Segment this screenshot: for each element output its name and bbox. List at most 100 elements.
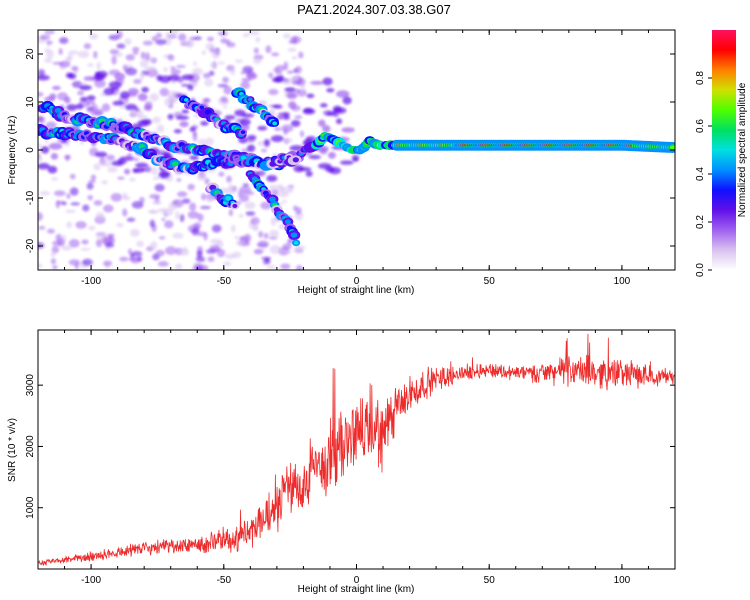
- spectrogram-cell: [137, 93, 148, 101]
- spectrogram-cell: [179, 213, 185, 223]
- spectrogram-cell: [260, 148, 267, 153]
- spectrogram-cell: [126, 217, 136, 222]
- spectrogram-cell: [202, 264, 209, 270]
- snr-x-tick-label: 50: [484, 575, 496, 586]
- spectrogram-cell: [38, 212, 43, 221]
- spectrogram-cell: [270, 135, 284, 143]
- spectrogram-cell: [117, 176, 125, 180]
- spectrogram-cell: [70, 202, 81, 206]
- spectrogram-cell: [232, 251, 242, 259]
- spectrogram-cell: [196, 173, 208, 181]
- spectrogram-cell: [131, 251, 143, 257]
- spectrogram-cell: [308, 154, 322, 160]
- spectrogram-cell: [230, 224, 236, 233]
- spectrogram-ridge: [245, 170, 301, 247]
- colorbar-tick-label: 0.6: [695, 119, 706, 133]
- spectrogram-cell: [271, 52, 280, 57]
- spectrogram-cell: [83, 76, 94, 81]
- spectrogram-cell: [157, 261, 169, 267]
- spectrogram-cell: [192, 132, 198, 142]
- spectrogram-y-tick-label: 0: [25, 147, 36, 153]
- spectrogram-cell: [139, 60, 149, 68]
- spectrogram-cell: [66, 221, 73, 229]
- spectrogram-cell: [103, 204, 114, 213]
- spectrogram-cell: [196, 231, 207, 237]
- spectrogram-cell: [179, 248, 190, 256]
- spectrogram-cell: [176, 178, 182, 182]
- spectrogram-cell: [269, 245, 282, 254]
- spectrogram-cell: [93, 50, 98, 59]
- spectrogram-cell: [185, 39, 195, 48]
- spectrogram-marks: [38, 30, 675, 270]
- spectrogram-cell: [253, 249, 264, 255]
- spectrogram-cell: [253, 47, 259, 54]
- spectrogram-cell: [281, 80, 292, 85]
- spectrogram-cell: [86, 95, 96, 101]
- spectrogram-cell: [179, 121, 189, 128]
- spectrogram-cell: [225, 195, 232, 201]
- spectrogram-cell: [196, 138, 208, 145]
- spectrogram-cell: [226, 175, 232, 183]
- spectrogram-cell: [211, 224, 222, 233]
- spectrogram-ridge: [298, 132, 675, 155]
- spectrogram-cell: [116, 43, 126, 49]
- spectrogram-cell: [94, 79, 106, 88]
- spectrogram-cell: [211, 50, 221, 59]
- spectrogram-cell: [122, 192, 128, 200]
- spectrogram-cell: [204, 78, 214, 87]
- spectrogram-cell: [260, 201, 272, 210]
- spectrogram-ridge: [205, 182, 240, 210]
- spectrogram-cell: [248, 97, 253, 102]
- spectrogram-cell: [132, 46, 140, 53]
- spectrogram-cell: [44, 139, 49, 144]
- spectrogram-cell: [38, 155, 43, 163]
- spectrogram-cell: [168, 202, 177, 212]
- spectrogram-cell: [133, 79, 142, 84]
- spectrogram-cell: [101, 160, 113, 167]
- spectrogram-cell: [105, 242, 115, 248]
- spectrogram-cell: [292, 205, 298, 211]
- spectrogram-cell: [286, 92, 298, 100]
- spectrogram-cell: [201, 193, 206, 201]
- spectrogram-cell: [181, 109, 189, 114]
- spectrogram-cell: [297, 89, 307, 97]
- spectrogram-cell: [82, 204, 90, 212]
- spectrogram-cell: [325, 111, 337, 116]
- spectrogram-cell: [139, 72, 145, 81]
- spectrogram-cell: [200, 120, 209, 126]
- spectrogram-cell: [239, 118, 251, 126]
- spectrogram-cell: [196, 250, 203, 258]
- spectrogram-cell: [224, 115, 236, 120]
- spectrogram-cell: [67, 50, 79, 55]
- spectrogram-cell: [87, 194, 94, 201]
- snr-x-tick-label: 100: [614, 575, 631, 586]
- spectrogram-cell: [298, 51, 304, 59]
- spectrogram-cell: [51, 177, 59, 181]
- spectrogram-x-label: Height of straight line (km): [298, 285, 415, 296]
- spectrogram-ridge: [179, 95, 248, 140]
- spectrogram-cell: [46, 40, 53, 45]
- spectrogram-ridge: [231, 87, 280, 127]
- spectrogram-cell: [295, 66, 302, 74]
- spectrogram-cell: [220, 96, 228, 103]
- spectrogram-cell: [191, 227, 200, 236]
- spectrogram-cell: [238, 213, 244, 219]
- snr-y-ticks: 1000 2000 3000: [25, 374, 675, 519]
- spectrogram-cell: [68, 259, 81, 266]
- spectrogram-cell: [192, 61, 198, 66]
- spectrogram-cell: [150, 241, 158, 250]
- spectrogram-cell: [168, 74, 181, 82]
- spectrogram-cell: [143, 104, 153, 111]
- spectrogram-cell: [129, 228, 140, 237]
- spectrogram-cell: [170, 66, 176, 70]
- spectrogram-cell: [239, 186, 252, 194]
- spectrogram-x-tick-label: -50: [217, 276, 232, 287]
- spectrogram-cell: [108, 81, 122, 89]
- spectrogram-cell: [124, 38, 132, 46]
- spectrogram-cell: [195, 255, 205, 263]
- spectrogram-cell: [176, 191, 188, 198]
- spectrogram-cell: [222, 76, 229, 84]
- spectrogram-cell: [176, 64, 186, 69]
- spectrogram-cell: [193, 113, 200, 118]
